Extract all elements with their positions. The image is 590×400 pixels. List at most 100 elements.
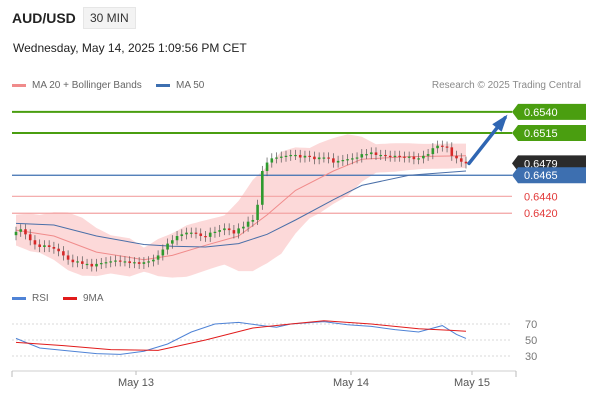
candle-body	[265, 162, 269, 171]
candle-body	[417, 158, 420, 160]
candle-body	[199, 233, 203, 237]
timeframe-badge[interactable]: 30 MIN	[83, 7, 136, 29]
candle-body	[99, 263, 103, 265]
candle-body	[185, 232, 188, 235]
candle-body	[464, 161, 468, 164]
candle-body	[261, 171, 264, 205]
candle-body	[223, 228, 226, 231]
rsi-tick-70: 70	[525, 319, 537, 331]
resistance-tag-1-bg	[512, 103, 586, 120]
candle-body	[52, 247, 56, 249]
candle-body	[384, 154, 387, 157]
x-tick-label: May 13	[118, 377, 154, 389]
resistance-tag-1: 0.6540	[512, 103, 586, 120]
candle-body	[374, 152, 378, 155]
candle-body	[76, 261, 79, 263]
candle-body	[28, 234, 32, 241]
candle-body	[171, 240, 174, 244]
ma9-swatch	[63, 296, 77, 300]
resistance-tag-2-text: 0.6515	[524, 128, 558, 140]
candle-body	[341, 160, 345, 162]
rsi-ma9-line	[15, 320, 467, 351]
legend-9ma: 9MA	[63, 293, 104, 304]
support-tag-1-text: 0.6440	[524, 191, 558, 203]
resistance-tag-1-text: 0.6540	[524, 107, 558, 119]
legend-9ma-label: 9MA	[83, 293, 104, 304]
candle-body	[137, 262, 141, 264]
candle-body	[161, 249, 165, 256]
candle-body	[232, 230, 236, 234]
candle-body	[313, 156, 316, 160]
candle-body	[71, 259, 75, 263]
candle-body	[279, 156, 283, 158]
candle-body	[251, 219, 255, 222]
candle-body	[237, 228, 240, 234]
legend-ma20: MA 20 + Bollinger Bands	[12, 80, 142, 91]
candle-body	[57, 248, 60, 252]
candle-body	[355, 157, 359, 159]
candle-body	[66, 255, 70, 260]
candle-body	[393, 155, 397, 157]
rsi-tick-50: 50	[525, 335, 537, 347]
credit-text: Research © 2025 Trading Central	[431, 80, 581, 91]
candle-body	[398, 155, 401, 157]
rsi-swatch	[12, 296, 26, 300]
candle-body	[118, 260, 122, 262]
candle-body	[459, 158, 463, 162]
timestamp: Wednesday, May 14, 2025 1:09:56 PM CET	[13, 41, 247, 55]
ma20-swatch	[12, 83, 26, 87]
rsi-line	[15, 321, 467, 355]
candle-body	[62, 251, 65, 256]
candle-body	[426, 154, 430, 156]
candle-body	[365, 154, 368, 156]
resistance-tag-2: 0.6515	[512, 125, 586, 141]
candle-body	[407, 156, 411, 158]
candle-body	[351, 158, 354, 160]
candle-body	[147, 261, 150, 263]
candle-body	[327, 157, 330, 159]
candle-body	[445, 146, 449, 148]
candle-body	[90, 263, 94, 267]
candle-body	[369, 152, 373, 155]
candle-body	[360, 154, 364, 158]
candle-body	[336, 160, 340, 163]
candle-body	[303, 155, 307, 158]
candle-body	[431, 148, 435, 155]
legend-ma50-label: MA 50	[176, 80, 205, 91]
candle-body	[123, 261, 127, 263]
candle-body	[85, 263, 89, 266]
candle-body	[104, 262, 108, 264]
resistance-tag-2-bg	[512, 125, 586, 141]
candles	[14, 140, 468, 272]
candle-body	[194, 232, 198, 234]
candle-body	[95, 263, 98, 267]
x-tick-label: May 15	[454, 377, 490, 389]
candle-body	[142, 262, 146, 264]
candle-body	[227, 228, 231, 231]
ma50-swatch	[156, 83, 170, 87]
candle-body	[256, 204, 259, 220]
candle-body	[189, 232, 193, 234]
candle-body	[180, 234, 184, 237]
candle-body	[403, 156, 406, 158]
support-tag-2-text: 0.6420	[524, 208, 558, 220]
candle-body	[270, 158, 274, 163]
pivot-tag-text: 0.6465	[524, 170, 558, 182]
candle-body	[38, 244, 41, 247]
candle-body	[298, 154, 302, 158]
pivot-tag: 0.6465	[512, 167, 586, 184]
candle-body	[81, 261, 84, 264]
pivot-tag-bg	[512, 167, 586, 184]
symbol-label: AUD/USD	[12, 10, 76, 26]
candle-body	[332, 158, 335, 163]
candle-body	[14, 231, 18, 236]
candle-body	[422, 155, 425, 159]
candle-body	[156, 255, 160, 260]
candle-body	[436, 145, 439, 149]
candle-body	[213, 231, 217, 233]
candle-body	[308, 155, 311, 157]
forecast-arrow-head	[492, 114, 508, 132]
candle-body	[284, 155, 288, 157]
